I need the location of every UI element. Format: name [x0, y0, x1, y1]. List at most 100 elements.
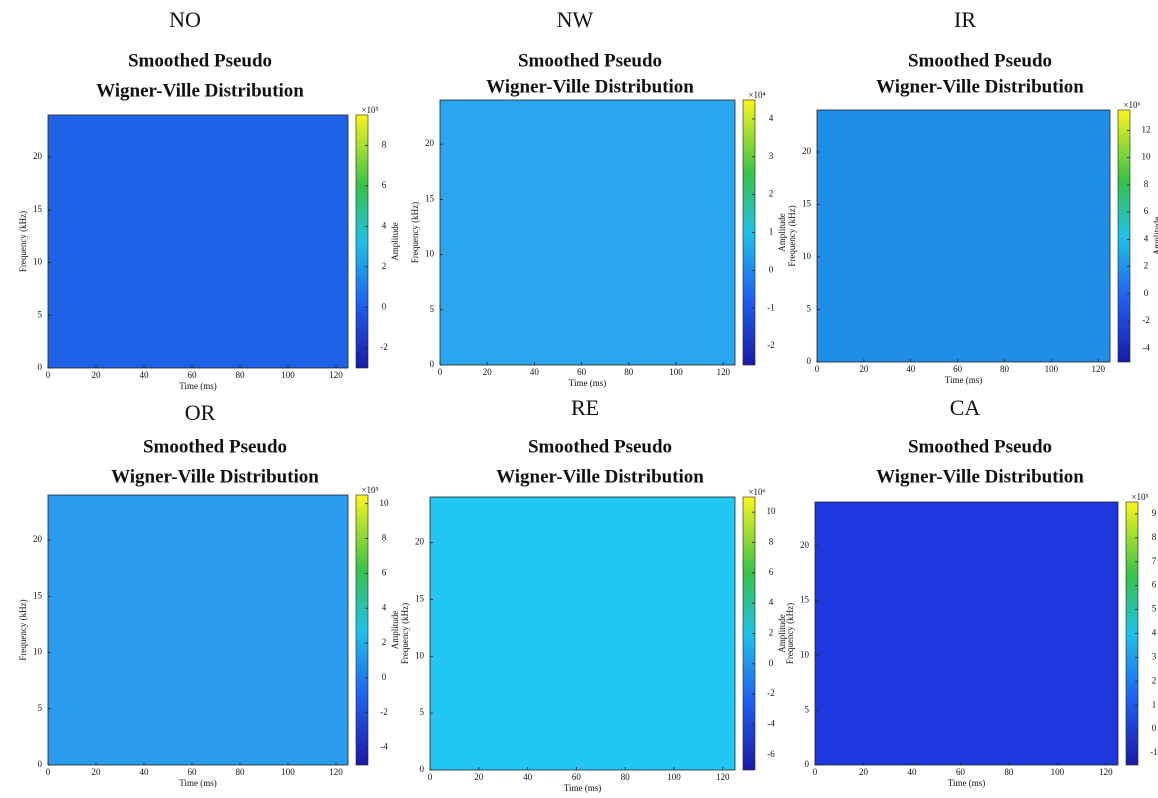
y-tick-label: 15	[800, 595, 810, 605]
y-tick-label: 15	[415, 593, 425, 603]
colorbar-label: Amplitude	[390, 222, 400, 261]
colorbar-tick-label: 4	[382, 602, 387, 612]
panel-title: Smoothed Pseudo	[518, 50, 662, 71]
colorbar-tick-label: 8	[382, 533, 387, 543]
x-tick-label: 40	[907, 767, 917, 777]
y-axis-label: Frequency (kHz)	[785, 603, 795, 664]
colorbar-scale: ×10⁵	[361, 485, 378, 495]
panel-label: RE	[571, 395, 599, 420]
x-tick-label: 60	[188, 370, 198, 380]
x-axis-label: Time (ms)	[179, 381, 216, 391]
y-tick-label: 20	[415, 537, 425, 547]
y-tick-label: 5	[807, 304, 812, 314]
colorbar	[1117, 109, 1131, 363]
y-tick-label: 0	[38, 362, 43, 372]
spectrogram-image	[47, 114, 349, 369]
x-tick-label: 40	[906, 364, 916, 374]
colorbar-tick-label: -4	[380, 742, 388, 752]
panel-title: Wigner-Ville Distribution	[111, 466, 319, 487]
y-tick-label: 10	[802, 251, 812, 261]
y-tick-label: 10	[425, 249, 435, 259]
y-tick-label: 0	[420, 764, 425, 774]
x-tick-label: 120	[716, 367, 730, 377]
colorbar-scale: ×10⁴	[748, 90, 765, 100]
colorbar-tick-label: 0	[769, 264, 774, 274]
x-tick-label: 120	[1099, 767, 1113, 777]
colorbar-tick-label: -6	[767, 749, 775, 759]
colorbar-tick-label: 9	[1152, 508, 1157, 518]
colorbar-tick-label: 6	[769, 567, 774, 577]
colorbar-tick-label: 2	[769, 628, 774, 638]
spectrogram-image	[816, 109, 1111, 363]
y-tick-label: 20	[800, 540, 810, 550]
x-tick-label: 20	[859, 767, 869, 777]
colorbar-tick-label: 7	[1152, 556, 1157, 566]
x-tick-label: 100	[667, 772, 681, 782]
colorbar-tick-label: 10	[1142, 152, 1152, 162]
x-tick-label: 60	[953, 364, 963, 374]
colorbar	[355, 494, 369, 766]
colorbar-tick-label: -2	[380, 342, 388, 352]
x-axis-label: Time (ms)	[179, 778, 216, 788]
colorbar-label: Amplitude	[777, 614, 787, 653]
panel-label: NW	[557, 7, 594, 32]
x-tick-label: 20	[92, 370, 102, 380]
y-tick-label: 20	[33, 151, 43, 161]
colorbar-tick-label: 6	[382, 180, 387, 190]
y-tick-label: 0	[430, 359, 435, 369]
y-tick-label: 15	[425, 193, 435, 203]
y-tick-label: 10	[33, 647, 43, 657]
colorbar-tick-label: 3	[1152, 651, 1157, 661]
colorbar-tick-label: 10	[380, 498, 390, 508]
y-tick-label: 20	[802, 146, 812, 156]
colorbar-tick-label: 0	[1152, 723, 1157, 733]
spectrogram-image	[429, 496, 736, 771]
x-tick-label: 0	[815, 364, 820, 374]
y-tick-label: 20	[425, 138, 435, 148]
colorbar-tick-label: 4	[382, 220, 387, 230]
colorbar-scale: ×10⁶	[748, 487, 765, 497]
x-tick-label: 20	[483, 367, 493, 377]
x-tick-label: 20	[859, 364, 869, 374]
x-tick-label: 100	[281, 767, 295, 777]
y-tick-label: 0	[805, 759, 810, 769]
colorbar-tick-label: 2	[1152, 675, 1157, 685]
x-tick-label: 80	[624, 367, 634, 377]
x-tick-label: 80	[1004, 767, 1014, 777]
colorbar-tick-label: 8	[1144, 179, 1149, 189]
x-tick-label: 80	[621, 772, 631, 782]
colorbar-tick-label: -1	[767, 302, 775, 312]
y-tick-label: 5	[420, 707, 425, 717]
x-tick-label: 60	[577, 367, 587, 377]
x-tick-label: 60	[956, 767, 966, 777]
y-tick-label: 5	[38, 703, 43, 713]
panel-title: Smoothed Pseudo	[128, 50, 272, 71]
y-tick-label: 5	[430, 304, 435, 314]
x-tick-label: 20	[92, 767, 102, 777]
panel-label: OR	[185, 400, 216, 425]
x-axis-label: Time (ms)	[948, 778, 985, 788]
x-tick-label: 100	[1051, 767, 1065, 777]
x-tick-label: 40	[530, 367, 540, 377]
x-tick-label: 0	[438, 367, 443, 377]
colorbar-tick-label: 1	[769, 227, 774, 237]
panel-title: Wigner-Ville Distribution	[96, 80, 304, 101]
colorbar-tick-label: 2	[1144, 261, 1149, 271]
colorbar-label: Amplitude	[777, 213, 787, 252]
colorbar-tick-label: 6	[1152, 580, 1157, 590]
x-tick-label: 40	[140, 370, 150, 380]
y-tick-label: 10	[800, 649, 810, 659]
y-axis-label: Frequency (kHz)	[18, 599, 28, 660]
colorbar-tick-label: 2	[769, 189, 774, 199]
colorbar-tick-label: 0	[382, 672, 387, 682]
y-tick-label: 15	[33, 204, 43, 214]
spectrogram-image	[47, 494, 349, 766]
panel-title: Smoothed Pseudo	[528, 436, 672, 457]
colorbar-tick-label: 2	[382, 637, 387, 647]
colorbar-tick-label: -2	[1142, 315, 1150, 325]
x-tick-label: 120	[329, 370, 343, 380]
colorbar-tick-label: 4	[1144, 233, 1149, 243]
colorbar-tick-label: -2	[380, 707, 388, 717]
spectrogram-image	[814, 501, 1119, 766]
